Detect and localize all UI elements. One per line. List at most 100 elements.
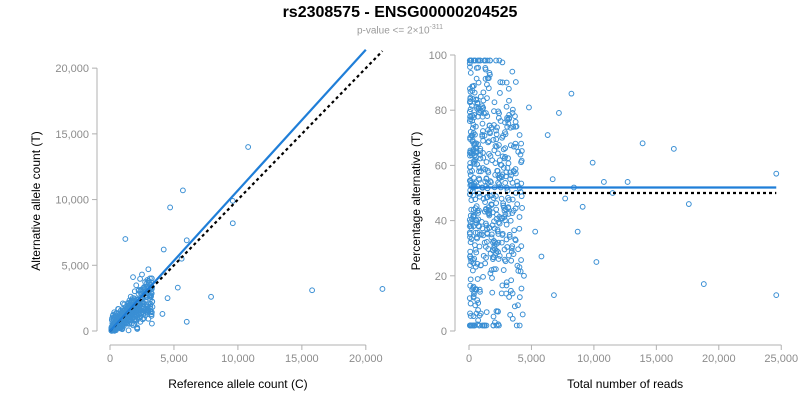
- data-point: [516, 132, 523, 138]
- data-point: [509, 106, 516, 113]
- data-point: [492, 239, 499, 246]
- data-point: [480, 89, 487, 96]
- data-point: [144, 303, 151, 310]
- data-point: [245, 144, 252, 150]
- data-point: [482, 199, 488, 206]
- data-point: [476, 193, 483, 200]
- data-point: [509, 68, 516, 75]
- data-point: [469, 267, 476, 274]
- data-point: [485, 85, 492, 92]
- data-point: [501, 207, 508, 214]
- data-point: [504, 123, 511, 130]
- y-tick-label: 5,000: [61, 260, 89, 272]
- data-point: [509, 179, 516, 186]
- data-point: [466, 223, 473, 230]
- data-point: [494, 150, 501, 157]
- data-point: [512, 237, 519, 244]
- data-point: [467, 64, 473, 70]
- data-point: [468, 197, 475, 203]
- data-point: [516, 294, 523, 301]
- y-tick-label: 40: [435, 216, 447, 228]
- data-point: [503, 282, 510, 289]
- data-point: [125, 315, 131, 322]
- data-point: [470, 213, 477, 219]
- data-point: [521, 272, 527, 279]
- data-point: [148, 320, 155, 327]
- data-point: [472, 302, 479, 309]
- data-point: [493, 216, 500, 222]
- data-point: [511, 303, 518, 310]
- data-point: [491, 225, 498, 232]
- data-point: [502, 129, 508, 136]
- data-point: [469, 322, 475, 329]
- data-point: [480, 273, 486, 280]
- data-point: [593, 259, 600, 265]
- data-point: [485, 127, 491, 133]
- data-point: [509, 196, 516, 203]
- data-point: [685, 201, 692, 207]
- data-point: [472, 229, 479, 236]
- data-point: [574, 228, 581, 235]
- data-point: [473, 249, 480, 256]
- data-point: [471, 212, 477, 219]
- data-point: [507, 311, 514, 318]
- data-point: [119, 319, 126, 326]
- data-point: [773, 292, 780, 299]
- data-point: [512, 123, 519, 130]
- data-point: [513, 144, 520, 150]
- data-point: [483, 309, 490, 315]
- data-point: [501, 155, 508, 162]
- data-point: [482, 243, 489, 250]
- x-axis-label: Total number of reads: [567, 377, 683, 391]
- data-point: [502, 119, 508, 126]
- data-point: [507, 217, 514, 224]
- data-point: [509, 210, 516, 217]
- data-point: [476, 286, 483, 293]
- data-point: [474, 208, 481, 214]
- data-point: [474, 100, 481, 107]
- data-point: [549, 176, 556, 183]
- data-point: [505, 155, 511, 162]
- data-point: [503, 173, 509, 180]
- data-point: [506, 114, 512, 121]
- data-point: [493, 247, 500, 254]
- data-point: [133, 310, 140, 317]
- y-tick-label: 15,000: [55, 129, 89, 141]
- data-point: [474, 235, 480, 242]
- data-point: [490, 239, 496, 246]
- data-point: [474, 297, 481, 304]
- y-tick-label: 0: [83, 326, 89, 338]
- data-point: [477, 262, 484, 269]
- data-point: [505, 120, 512, 127]
- x-tick-label: 10,000: [221, 353, 255, 365]
- data-point: [485, 139, 491, 146]
- data-point: [490, 136, 497, 143]
- data-point: [498, 215, 505, 221]
- data-point: [494, 226, 501, 233]
- data-point: [526, 104, 532, 111]
- data-point: [502, 145, 509, 152]
- data-point: [515, 302, 521, 309]
- data-point: [467, 85, 473, 92]
- chart-subtitle: p-value <= 2×10-311: [0, 24, 800, 36]
- data-point: [379, 286, 386, 292]
- data-point: [467, 106, 474, 113]
- data-point: [512, 79, 519, 85]
- data-point: [518, 257, 524, 263]
- data-point: [484, 57, 491, 64]
- data-point: [477, 155, 484, 162]
- data-point: [624, 179, 631, 185]
- x-tick-label: 15,000: [640, 353, 674, 365]
- data-point: [481, 322, 488, 329]
- data-point: [127, 301, 133, 308]
- data-point: [467, 300, 474, 307]
- data-point: [493, 131, 500, 138]
- data-point: [475, 307, 481, 313]
- data-point: [500, 146, 507, 153]
- data-point: [579, 203, 586, 210]
- y-axis-label: Alternative allele count (T): [29, 131, 43, 270]
- data-point: [639, 140, 646, 147]
- data-point: [495, 239, 502, 246]
- data-point: [502, 258, 509, 265]
- data-point: [484, 167, 491, 174]
